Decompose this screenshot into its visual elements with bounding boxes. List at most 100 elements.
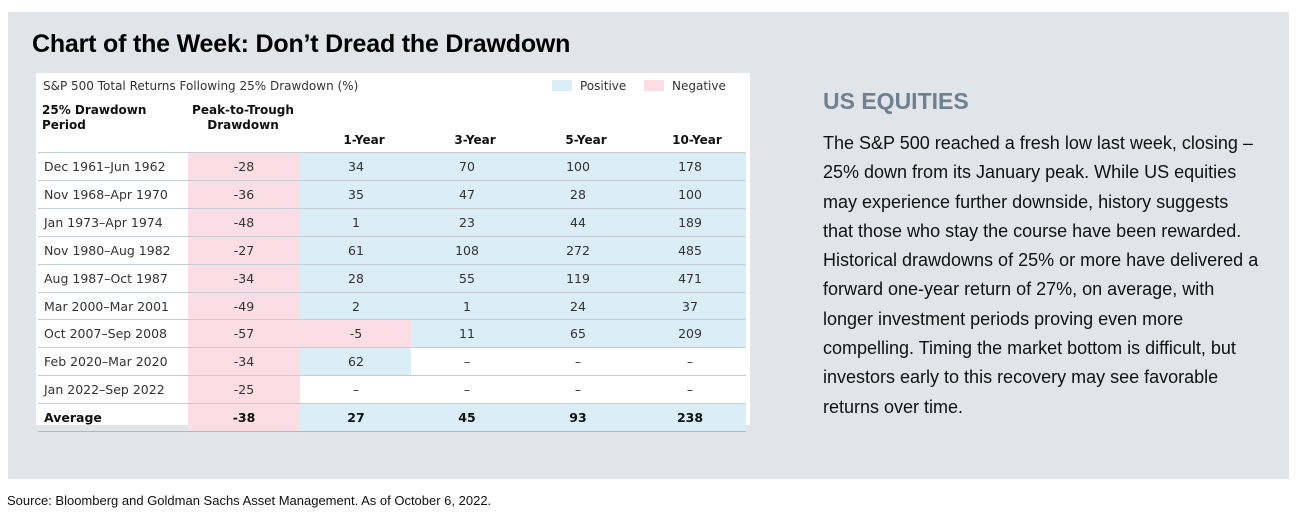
negative-cell-bg: [188, 152, 300, 181]
positive-cell-bg: [411, 235, 522, 265]
sidebar-body: The S&P 500 reached a fresh low last wee…: [823, 133, 1259, 417]
header-5-year: 5-Year: [565, 133, 607, 147]
positive-cell-bg: [633, 403, 746, 432]
value-cell: 23: [459, 214, 475, 230]
value-cell: 2: [352, 298, 360, 314]
negative-cell-bg: [188, 319, 300, 348]
positive-cell-bg: [300, 152, 411, 181]
value-cell: 61: [348, 242, 364, 258]
positive-cell-bg: [411, 403, 522, 432]
value-cell: 100: [678, 186, 702, 202]
negative-cell-bg: [188, 179, 300, 209]
header-drawdown-line1: Peak-to-Trough: [192, 103, 294, 117]
positive-cell-bg: [300, 207, 411, 237]
value-cell: -36: [233, 186, 255, 202]
row-divider: [38, 235, 746, 237]
legend-negative-label: Negative: [672, 79, 726, 93]
negative-cell-bg: [188, 403, 300, 432]
value-cell: 35: [348, 186, 364, 202]
legend-positive-swatch: [552, 80, 572, 91]
period-cell: Jan 2022–Sep 2022: [44, 382, 165, 398]
period-cell: Nov 1968–Apr 1970: [44, 186, 168, 202]
value-cell: 34: [348, 159, 364, 174]
positive-cell-bg: [300, 403, 411, 432]
positive-cell-bg: [633, 291, 746, 320]
period-cell: Feb 2020–Mar 2020: [44, 354, 168, 370]
positive-cell-bg: [633, 263, 746, 292]
positive-cell-bg: [411, 152, 522, 181]
negative-cell-bg: [188, 263, 300, 292]
value-cell: 11: [459, 326, 475, 342]
value-cell: 471: [678, 270, 702, 286]
value-cell: -48: [233, 214, 255, 230]
value-cell: 44: [570, 214, 586, 230]
value-cell: 62: [348, 354, 364, 370]
value-cell: -28: [233, 159, 255, 174]
period-cell: Aug 1987–Oct 1987: [44, 270, 168, 286]
positive-cell-bg: [633, 235, 746, 265]
positive-cell-bg: [633, 152, 746, 181]
header-period-line2: Period: [42, 118, 86, 132]
header-period-line1: 25% Drawdown: [42, 103, 147, 117]
value-cell: -57: [233, 326, 255, 342]
header-3-year: 3-Year: [454, 133, 496, 147]
value-cell: –: [574, 354, 582, 370]
value-cell: 28: [348, 270, 364, 286]
positive-cell-bg: [522, 319, 633, 348]
positive-cell-bg: [411, 319, 522, 348]
average-label: Average: [44, 410, 102, 426]
value-cell: 24: [570, 298, 586, 314]
positive-cell-bg: [300, 263, 411, 292]
row-divider: [38, 319, 746, 321]
value-cell: 272: [566, 242, 590, 258]
row-divider: [38, 431, 746, 432]
value-cell: –: [686, 382, 694, 398]
value-cell: –: [463, 382, 471, 398]
value-cell: 100: [566, 159, 590, 174]
value-cell: 1: [463, 298, 471, 314]
positive-cell-bg: [633, 179, 746, 209]
value-cell: -34: [233, 270, 255, 286]
negative-cell-bg: [188, 207, 300, 237]
value-cell: 1: [352, 214, 360, 230]
chart-title: Chart of the Week: Don’t Dread the Drawd…: [32, 30, 571, 58]
value-cell: 119: [566, 270, 590, 286]
value-cell: 37: [682, 298, 698, 314]
source-note: Source: Bloomberg and Goldman Sachs Asse…: [7, 493, 492, 508]
value-cell: 70: [459, 159, 475, 174]
row-divider: [38, 179, 746, 181]
legend-negative: Negative: [644, 79, 726, 93]
returns-table: S&P 500 Total Returns Following 25% Draw…: [36, 73, 750, 432]
value-cell: 93: [569, 410, 587, 426]
positive-cell-bg: [411, 179, 522, 209]
period-cell: Jan 1973–Apr 1974: [44, 214, 163, 230]
value-cell: -38: [232, 410, 256, 426]
positive-cell-bg: [300, 179, 411, 209]
header-period: 25% Drawdown Period: [42, 103, 146, 133]
row-divider: [38, 152, 746, 153]
value-cell: -49: [233, 298, 255, 314]
period-cell: Oct 2007–Sep 2008: [44, 326, 167, 342]
positive-cell-bg: [522, 235, 633, 265]
header-10-year: 10-Year: [672, 133, 722, 147]
period-cell: Nov 1980–Aug 1982: [44, 242, 171, 258]
negative-cell-bg: [188, 347, 300, 376]
header-drawdown: Peak-to-Trough Drawdown: [188, 103, 298, 133]
header-drawdown-line2: Drawdown: [207, 118, 279, 132]
row-divider: [38, 291, 746, 293]
value-cell: -5: [349, 326, 363, 342]
positive-cell-bg: [522, 179, 633, 209]
value-cell: 65: [570, 326, 586, 342]
table-caption: S&P 500 Total Returns Following 25% Draw…: [43, 79, 359, 93]
row-divider: [38, 207, 746, 209]
positive-cell-bg: [522, 263, 633, 292]
chart-panel: Chart of the Week: Don’t Dread the Drawd…: [8, 12, 1289, 479]
value-cell: -34: [233, 354, 255, 370]
positive-cell-bg: [522, 207, 633, 237]
row-divider: [38, 375, 746, 377]
positive-cell-bg: [300, 235, 411, 265]
value-cell: 28: [570, 186, 586, 202]
value-cell: 189: [678, 214, 702, 230]
value-cell: 485: [678, 242, 702, 258]
legend-negative-swatch: [644, 80, 664, 91]
